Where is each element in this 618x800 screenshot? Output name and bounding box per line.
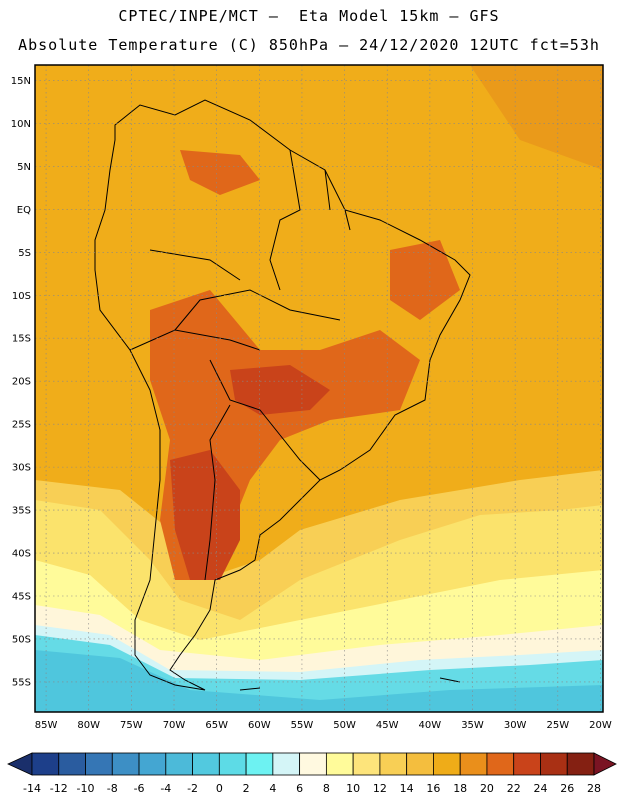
latitude-labels: 15N 10N 5N EQ 5S 10S 15S 20S 25S 30S 35S 40S 45S 50S 5… bbox=[11, 76, 31, 688]
colorbar-label: 16 bbox=[426, 782, 440, 795]
colorbar-label: 20 bbox=[480, 782, 494, 795]
colorbar-label: 12 bbox=[373, 782, 387, 795]
colorbar-swatch bbox=[352, 752, 381, 776]
colorbar-label: 10 bbox=[346, 782, 360, 795]
map-frame bbox=[34, 64, 604, 713]
colorbar-label: -6 bbox=[134, 782, 145, 795]
colorbar-over-arrow bbox=[593, 752, 617, 776]
lat-label: 45S bbox=[12, 592, 31, 603]
colorbar-label: 8 bbox=[323, 782, 330, 795]
colorbar-label: 18 bbox=[453, 782, 467, 795]
colorbar-swatch bbox=[379, 752, 408, 776]
field-very-hot-chaco bbox=[230, 365, 330, 415]
lon-label: 30W bbox=[504, 720, 527, 731]
colorbar-swatch bbox=[245, 752, 274, 776]
colorbar-swatch bbox=[513, 752, 541, 776]
lat-label: 5N bbox=[17, 162, 31, 173]
colorbar-label: 22 bbox=[507, 782, 521, 795]
colorbar-label: 28 bbox=[587, 782, 601, 795]
colorbar-swatch bbox=[433, 752, 461, 776]
lat-label: 55S bbox=[12, 677, 31, 688]
lon-label: 45W bbox=[376, 720, 399, 731]
colorbar-label: 0 bbox=[216, 782, 223, 795]
field-ne-warm bbox=[470, 65, 603, 170]
colorbar-swatch bbox=[299, 752, 327, 776]
colorbar-label: 24 bbox=[533, 782, 547, 795]
colorbar-swatch bbox=[165, 752, 193, 776]
lon-label: 70W bbox=[163, 720, 186, 731]
lat-label: 35S bbox=[12, 506, 31, 517]
colorbar-label: 14 bbox=[400, 782, 414, 795]
colorbar-swatch bbox=[272, 752, 301, 776]
lat-label: EQ bbox=[17, 205, 31, 216]
lon-label: 40W bbox=[419, 720, 442, 731]
colorbar-swatch bbox=[459, 752, 488, 776]
field-hot-north bbox=[180, 150, 260, 195]
colorbar-swatch bbox=[85, 752, 113, 776]
lat-label: 10N bbox=[11, 119, 31, 130]
map-title-line1: CPTEC/INPE/MCT – Eta Model 15km – GFS bbox=[118, 7, 500, 25]
field-blue-cyan bbox=[35, 650, 603, 712]
lat-label: 40S bbox=[12, 549, 31, 560]
colorbar-swatch bbox=[192, 752, 220, 776]
colorbar-label: -2 bbox=[187, 782, 198, 795]
colorbar-label: -8 bbox=[107, 782, 118, 795]
lon-label: 35W bbox=[461, 720, 484, 731]
colorbar-swatch bbox=[138, 752, 167, 776]
map-title-line2: Absolute Temperature (C) 850hPa – 24/12/… bbox=[18, 36, 600, 54]
field-very-hot-andes bbox=[170, 450, 240, 580]
field-hot-ne-brazil bbox=[390, 240, 460, 320]
lon-label: 20W bbox=[589, 720, 612, 731]
lat-label: 30S bbox=[12, 463, 31, 474]
colorbar-label: 2 bbox=[243, 782, 250, 795]
colorbar-label: 4 bbox=[269, 782, 276, 795]
colorbar-swatch bbox=[58, 752, 86, 776]
lon-label: 25W bbox=[546, 720, 569, 731]
lon-label: 55W bbox=[291, 720, 314, 731]
coastline bbox=[94, 99, 471, 691]
colorbar-swatch bbox=[566, 752, 595, 776]
colorbar-swatch bbox=[325, 752, 354, 776]
lat-label: 10S bbox=[12, 291, 31, 302]
colorbar-label: -10 bbox=[77, 782, 95, 795]
color-scale-bar: -14 -12 -10 -8 -6 -4 -2 0 2 4 6 8 10 12 14 16 18 20 22 24 26… bbox=[7, 752, 617, 795]
lon-label: 80W bbox=[77, 720, 100, 731]
colorbar-label: -12 bbox=[50, 782, 68, 795]
colorbar-swatch bbox=[486, 752, 515, 776]
lat-label: 15S bbox=[12, 334, 31, 345]
colorbar-label: -4 bbox=[160, 782, 171, 795]
colorbar-label: 6 bbox=[296, 782, 303, 795]
lat-label: 5S bbox=[18, 248, 31, 259]
lat-label: 50S bbox=[12, 634, 31, 645]
colorbar-swatch bbox=[406, 752, 434, 776]
longitude-labels: 85W 80W 75W 70W 65W 60W 55W 50W 45W 40W 35W 30W 25W 2… bbox=[35, 720, 612, 731]
colorbar-label: 26 bbox=[560, 782, 574, 795]
temperature-map: 15N 10N 5N EQ 5S 10S 15S 20S 25S 30S 35S 40S 45S 50S 5… bbox=[11, 64, 612, 731]
lon-label: 75W bbox=[120, 720, 143, 731]
lon-label: 60W bbox=[248, 720, 271, 731]
lon-label: 65W bbox=[205, 720, 228, 731]
lat-label: 25S bbox=[12, 420, 31, 431]
colorbar-swatch bbox=[31, 752, 60, 776]
colorbar-swatch bbox=[111, 752, 140, 776]
colorbar-swatch bbox=[540, 752, 568, 776]
lat-label: 20S bbox=[12, 377, 31, 388]
lat-label: 15N bbox=[11, 76, 31, 87]
lon-label: 85W bbox=[35, 720, 58, 731]
colorbar-under-arrow bbox=[7, 752, 33, 776]
grid-lines bbox=[35, 65, 603, 712]
colorbar-swatch bbox=[218, 752, 247, 776]
lon-label: 50W bbox=[333, 720, 356, 731]
colorbar-label: -14 bbox=[23, 782, 41, 795]
